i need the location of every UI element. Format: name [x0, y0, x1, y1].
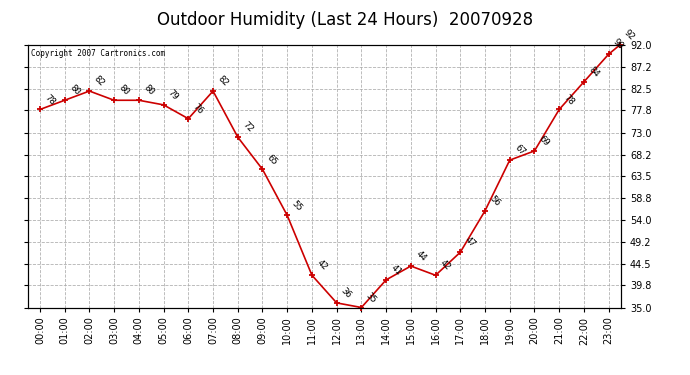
Text: 65: 65 — [265, 153, 279, 166]
Text: Outdoor Humidity (Last 24 Hours)  20070928: Outdoor Humidity (Last 24 Hours) 2007092… — [157, 11, 533, 29]
Text: 42: 42 — [438, 258, 453, 273]
Text: 92: 92 — [622, 28, 636, 42]
Text: 82: 82 — [92, 74, 106, 88]
Text: 90: 90 — [611, 38, 625, 51]
Text: 56: 56 — [488, 194, 502, 208]
Text: 72: 72 — [241, 120, 255, 134]
Text: 47: 47 — [463, 236, 477, 249]
Text: 41: 41 — [389, 263, 403, 277]
Text: 67: 67 — [513, 143, 526, 158]
Text: 35: 35 — [364, 291, 378, 305]
Text: 69: 69 — [538, 134, 551, 148]
Text: 76: 76 — [191, 102, 205, 116]
Text: Copyright 2007 Cartronics.com: Copyright 2007 Cartronics.com — [30, 49, 165, 58]
Text: 78: 78 — [43, 93, 57, 107]
Text: 55: 55 — [290, 199, 304, 213]
Text: 78: 78 — [562, 93, 576, 107]
Text: 44: 44 — [413, 249, 428, 263]
Text: 80: 80 — [141, 84, 156, 98]
Text: 36: 36 — [339, 286, 353, 300]
Text: 79: 79 — [166, 88, 180, 102]
Text: 80: 80 — [117, 84, 131, 98]
Text: 82: 82 — [216, 74, 230, 88]
Text: 42: 42 — [315, 258, 328, 273]
Text: 80: 80 — [68, 84, 81, 98]
Text: 84: 84 — [586, 65, 601, 79]
